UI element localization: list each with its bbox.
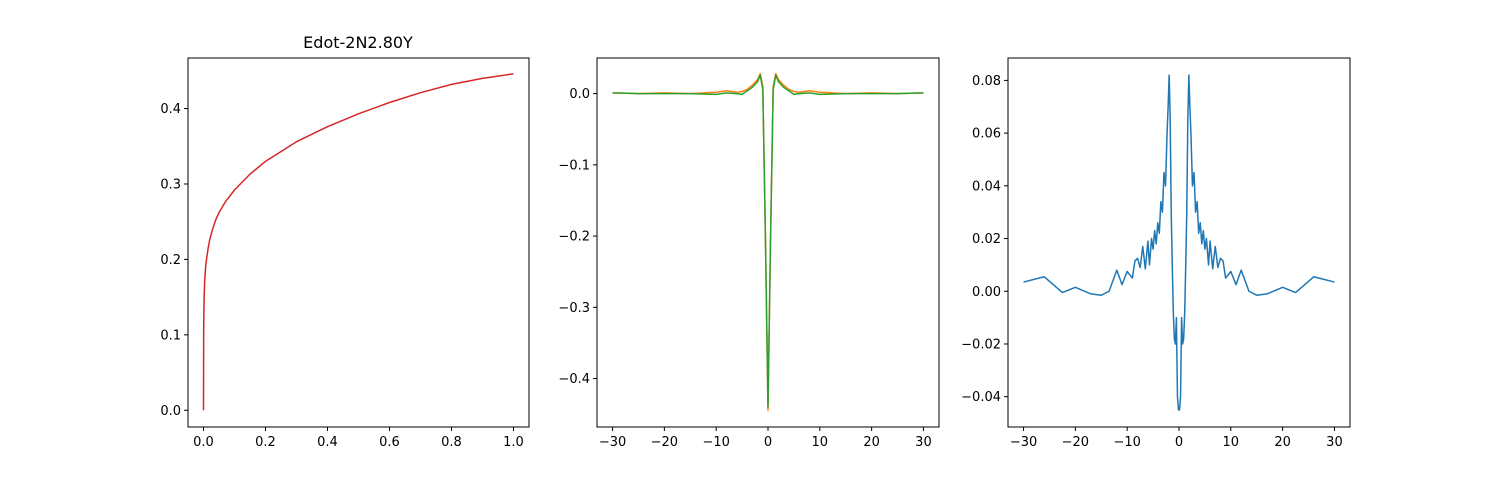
middle-x-tick-label: 0	[764, 435, 772, 450]
middle-subplot: −30 −20 −10 0 10 20 30 0.0 −0.1 −0.2 −0.3 −0.4	[558, 57, 940, 450]
left-x-tick-label: 1.0	[503, 435, 524, 450]
middle-y-tick-label: −0.2	[558, 230, 590, 245]
left-y-tick-label: 0.4	[160, 102, 181, 117]
left-y-tick-label: 0.0	[160, 404, 181, 419]
middle-series-line-1	[612, 72, 924, 412]
right-y-tick-label: 0.04	[972, 179, 1001, 194]
right-x-tick-label: 10	[1223, 435, 1240, 450]
middle-y-tick-label: 0.0	[569, 87, 590, 102]
middle-x-tick-label: −10	[702, 435, 729, 450]
left-x-tick-label: 0.6	[379, 435, 400, 450]
right-x-tick-label: −10	[1113, 435, 1140, 450]
middle-x-tick-label: 30	[915, 435, 932, 450]
middle-y-tick-label: −0.4	[558, 372, 590, 387]
left-subplot: Edot-2N2.80Y 0.0 0.2 0.4 0.6 0.8 1.0 0.0 0.1 0.2…	[160, 33, 530, 450]
left-y-tick-label: 0.1	[160, 328, 181, 343]
left-y-tick-label: 0.2	[160, 253, 181, 268]
middle-y-tick-label: −0.1	[558, 158, 590, 173]
middle-x-tick-label: 10	[812, 435, 829, 450]
left-series-line-1	[202, 73, 514, 411]
right-y-tick-label: −0.02	[961, 337, 1001, 352]
right-x-tick-label: 30	[1326, 435, 1343, 450]
right-x-tick-label: −30	[1010, 435, 1037, 450]
right-y-tick-label: 0.00	[972, 285, 1001, 300]
left-y-tick-label: 0.3	[160, 177, 181, 192]
right-y-tick-label: 0.06	[972, 127, 1001, 142]
right-subplot: −30 −20 −10 0 10 20 30 0.08 0.06 0.04 0.02 0.00 −0.0…	[961, 57, 1351, 450]
right-x-tick-label: 20	[1274, 435, 1291, 450]
left-x-tick-label: 0.2	[255, 435, 276, 450]
left-x-tick-label: 0.4	[317, 435, 338, 450]
left-x-tick-label: 0.8	[441, 435, 462, 450]
right-x-tick-label: 0	[1175, 435, 1183, 450]
right-y-tick-label: 0.02	[972, 232, 1001, 247]
middle-series-line-2	[612, 74, 924, 408]
left-subplot-title: Edot-2N2.80Y	[303, 33, 413, 52]
right-y-tick-label: −0.04	[961, 390, 1001, 405]
middle-x-tick-label: 20	[863, 435, 880, 450]
middle-x-tick-label: −30	[599, 435, 626, 450]
left-x-tick-label: 0.0	[193, 435, 214, 450]
right-x-tick-label: −20	[1062, 435, 1089, 450]
right-y-tick-label: 0.08	[972, 74, 1001, 89]
right-series-line-1	[1023, 74, 1335, 411]
middle-y-tick-label: −0.3	[558, 301, 590, 316]
left-subplot-frame	[187, 57, 530, 428]
middle-x-tick-label: −20	[651, 435, 678, 450]
